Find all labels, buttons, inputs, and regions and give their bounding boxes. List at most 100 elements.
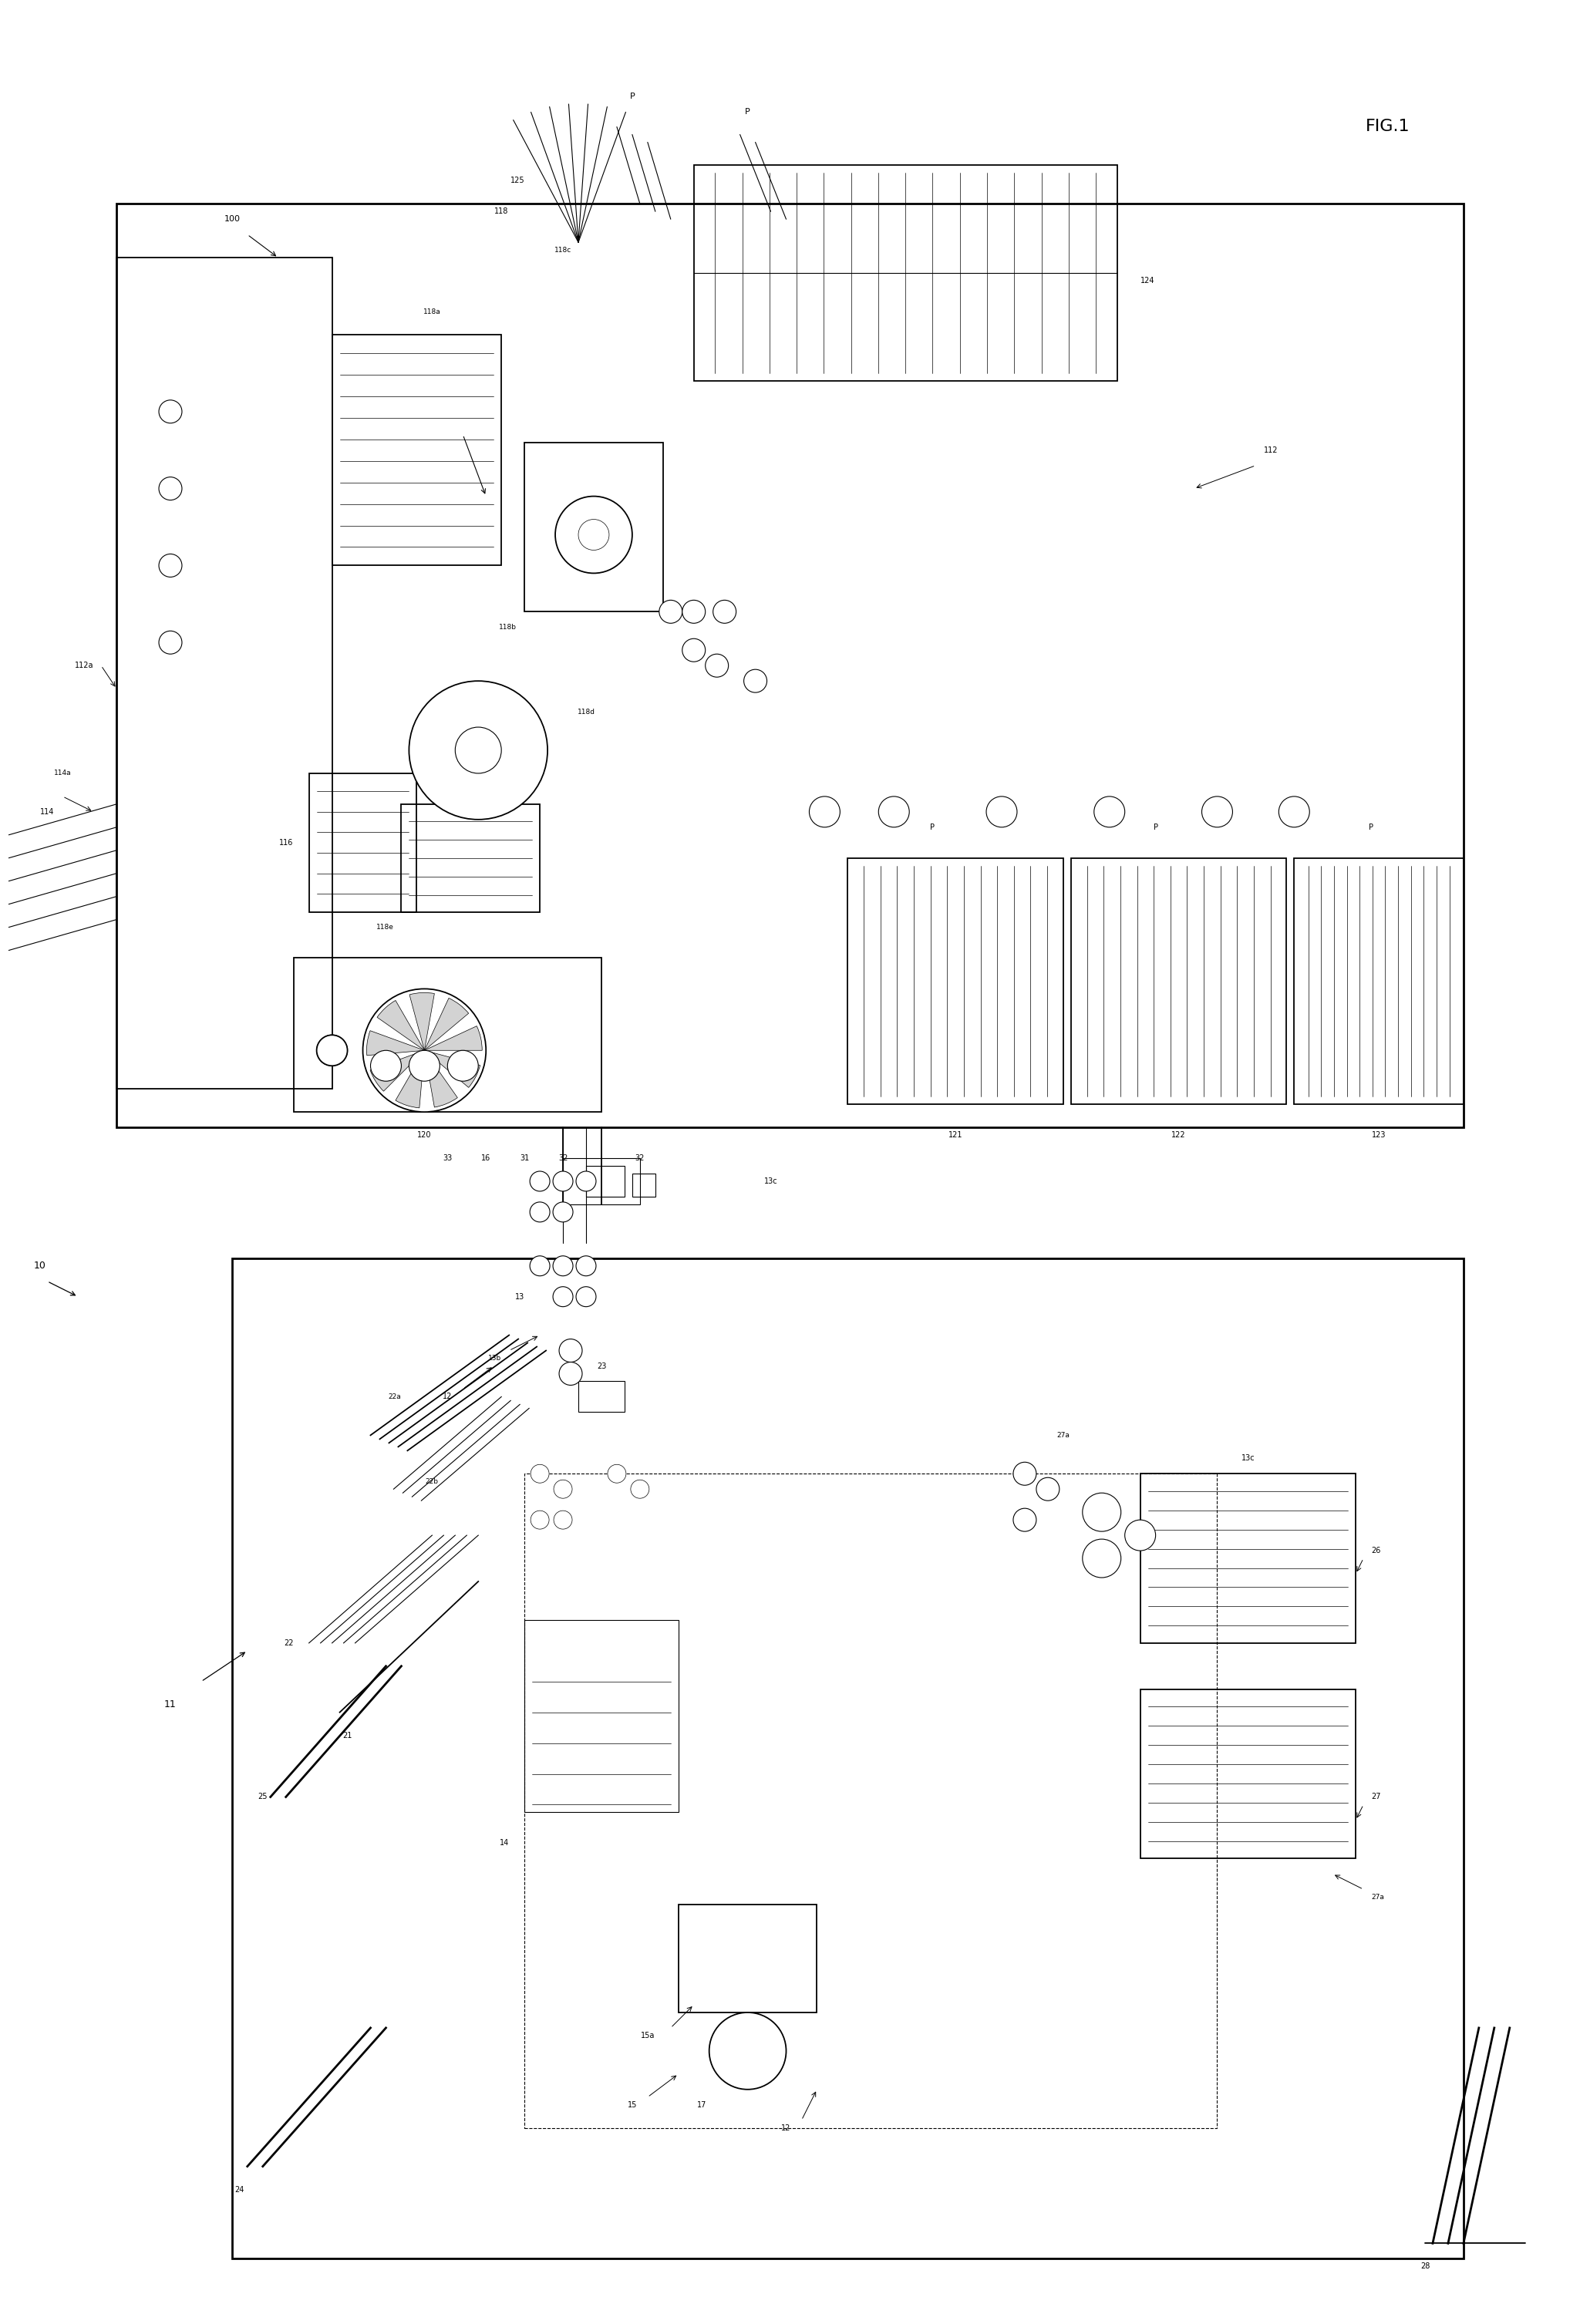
Circle shape [160,476,182,500]
Circle shape [553,1480,572,1499]
Text: 15: 15 [627,2101,637,2108]
Text: 112a: 112a [74,662,93,669]
Bar [1141,1690,1356,1859]
Wedge shape [425,1050,458,1106]
Text: P: P [629,93,635,100]
Bar [525,1473,1217,2129]
Bar [310,774,417,911]
Bar [232,1257,1463,2259]
Text: 22: 22 [284,1638,294,1648]
Text: 28: 28 [1420,2264,1430,2271]
Wedge shape [395,1050,425,1109]
Bar [117,205,1463,1127]
Wedge shape [425,1050,480,1088]
Bar [401,804,540,911]
Circle shape [659,600,683,623]
Text: P: P [931,823,935,832]
Circle shape [577,1255,596,1276]
Bar [1071,858,1286,1104]
Bar [578,1380,624,1413]
Circle shape [553,1255,574,1276]
Circle shape [1013,1462,1036,1485]
Text: 118: 118 [495,207,509,216]
Bar [632,1174,656,1197]
Text: 114: 114 [40,809,54,816]
Text: 13c: 13c [765,1178,777,1185]
Text: 116: 116 [280,839,294,846]
Bar [117,258,332,1090]
Circle shape [559,1362,581,1385]
Text: FIG.1: FIG.1 [1365,119,1409,135]
Text: 22a: 22a [389,1394,401,1401]
Circle shape [683,600,705,623]
Text: 17: 17 [697,2101,706,2108]
Circle shape [1013,1508,1036,1532]
Text: 31: 31 [520,1155,529,1162]
Text: 27a: 27a [1057,1432,1070,1439]
Bar [678,1906,817,2013]
Text: 120: 120 [417,1132,431,1139]
Text: 112: 112 [1264,446,1278,453]
Text: 118d: 118d [577,709,596,716]
Text: 32: 32 [558,1155,567,1162]
Circle shape [713,600,736,623]
Text: 14: 14 [499,1838,509,1848]
Circle shape [553,1287,574,1306]
Circle shape [608,1464,626,1483]
Text: P: P [1368,823,1373,832]
Circle shape [455,727,501,774]
Text: 12: 12 [782,2124,792,2131]
Circle shape [409,1050,439,1081]
Text: 23: 23 [597,1362,607,1369]
Bar [562,1157,640,1204]
Circle shape [577,1171,596,1192]
Text: 33: 33 [442,1155,452,1162]
Text: 26: 26 [1371,1548,1381,1555]
Circle shape [409,681,548,820]
Wedge shape [425,1025,482,1050]
Circle shape [1082,1492,1120,1532]
Bar [1141,1473,1356,1643]
Circle shape [531,1511,550,1529]
Text: 15a: 15a [641,2031,656,2040]
Text: 27: 27 [1371,1794,1381,1801]
Text: 122: 122 [1171,1132,1187,1139]
Text: 123: 123 [1371,1132,1386,1139]
Circle shape [555,497,632,574]
Circle shape [744,669,766,693]
Text: 118e: 118e [376,923,393,930]
Text: 12: 12 [442,1392,452,1401]
Text: 22b: 22b [425,1478,439,1485]
Wedge shape [378,999,425,1050]
Text: 114a: 114a [54,769,71,776]
Circle shape [709,2013,787,2089]
Circle shape [578,518,610,551]
Text: P: P [746,107,750,116]
Circle shape [878,797,910,827]
Circle shape [630,1480,649,1499]
Circle shape [1202,797,1232,827]
Wedge shape [409,992,435,1050]
Text: 118a: 118a [423,309,441,316]
Text: 125: 125 [510,177,525,184]
Circle shape [553,1171,574,1192]
Bar [332,335,501,565]
Text: 32: 32 [635,1155,645,1162]
Text: 27a: 27a [1371,1894,1384,1901]
Circle shape [529,1202,550,1222]
Wedge shape [367,1030,425,1055]
Text: 10: 10 [33,1262,46,1271]
Bar [848,858,1063,1104]
Circle shape [316,1034,348,1067]
Bar [586,1167,624,1197]
Bar [525,442,664,611]
Text: 13b: 13b [488,1355,501,1362]
Circle shape [371,1050,401,1081]
Circle shape [1125,1520,1155,1550]
Circle shape [316,1034,348,1067]
Bar [694,165,1117,381]
Circle shape [529,1255,550,1276]
Text: 11: 11 [164,1699,177,1710]
Circle shape [986,797,1018,827]
Text: 24: 24 [235,2185,245,2194]
